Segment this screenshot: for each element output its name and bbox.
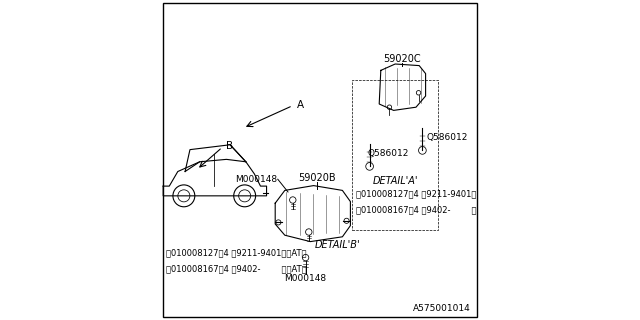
Text: M000148: M000148	[285, 274, 326, 283]
Text: DETAIL'A': DETAIL'A'	[372, 176, 418, 186]
Text: A: A	[297, 100, 304, 110]
Text: Ⓑ010008127（4 Ｊ9211-9401）（AT）: Ⓑ010008127（4 Ｊ9211-9401）（AT）	[166, 248, 307, 257]
Text: Ⓑ010008167（4 Ｊ9402-        ）（AT）: Ⓑ010008167（4 Ｊ9402- ）（AT）	[166, 264, 307, 273]
Text: 59020B: 59020B	[298, 172, 335, 183]
Text: 59020C: 59020C	[383, 54, 420, 64]
Text: Q586012: Q586012	[367, 149, 409, 158]
Text: A575001014: A575001014	[413, 304, 470, 313]
Text: B: B	[226, 140, 233, 151]
Text: Ⓑ010008167（4 Ｊ9402-        ）: Ⓑ010008167（4 Ｊ9402- ）	[356, 205, 477, 214]
Text: Q586012: Q586012	[426, 133, 468, 142]
Text: M000148: M000148	[235, 175, 277, 184]
Text: Ⓑ010008127（4 Ｊ9211-9401）: Ⓑ010008127（4 Ｊ9211-9401）	[356, 189, 477, 198]
Bar	[352, 80, 438, 230]
Text: DETAIL'B': DETAIL'B'	[315, 240, 360, 250]
